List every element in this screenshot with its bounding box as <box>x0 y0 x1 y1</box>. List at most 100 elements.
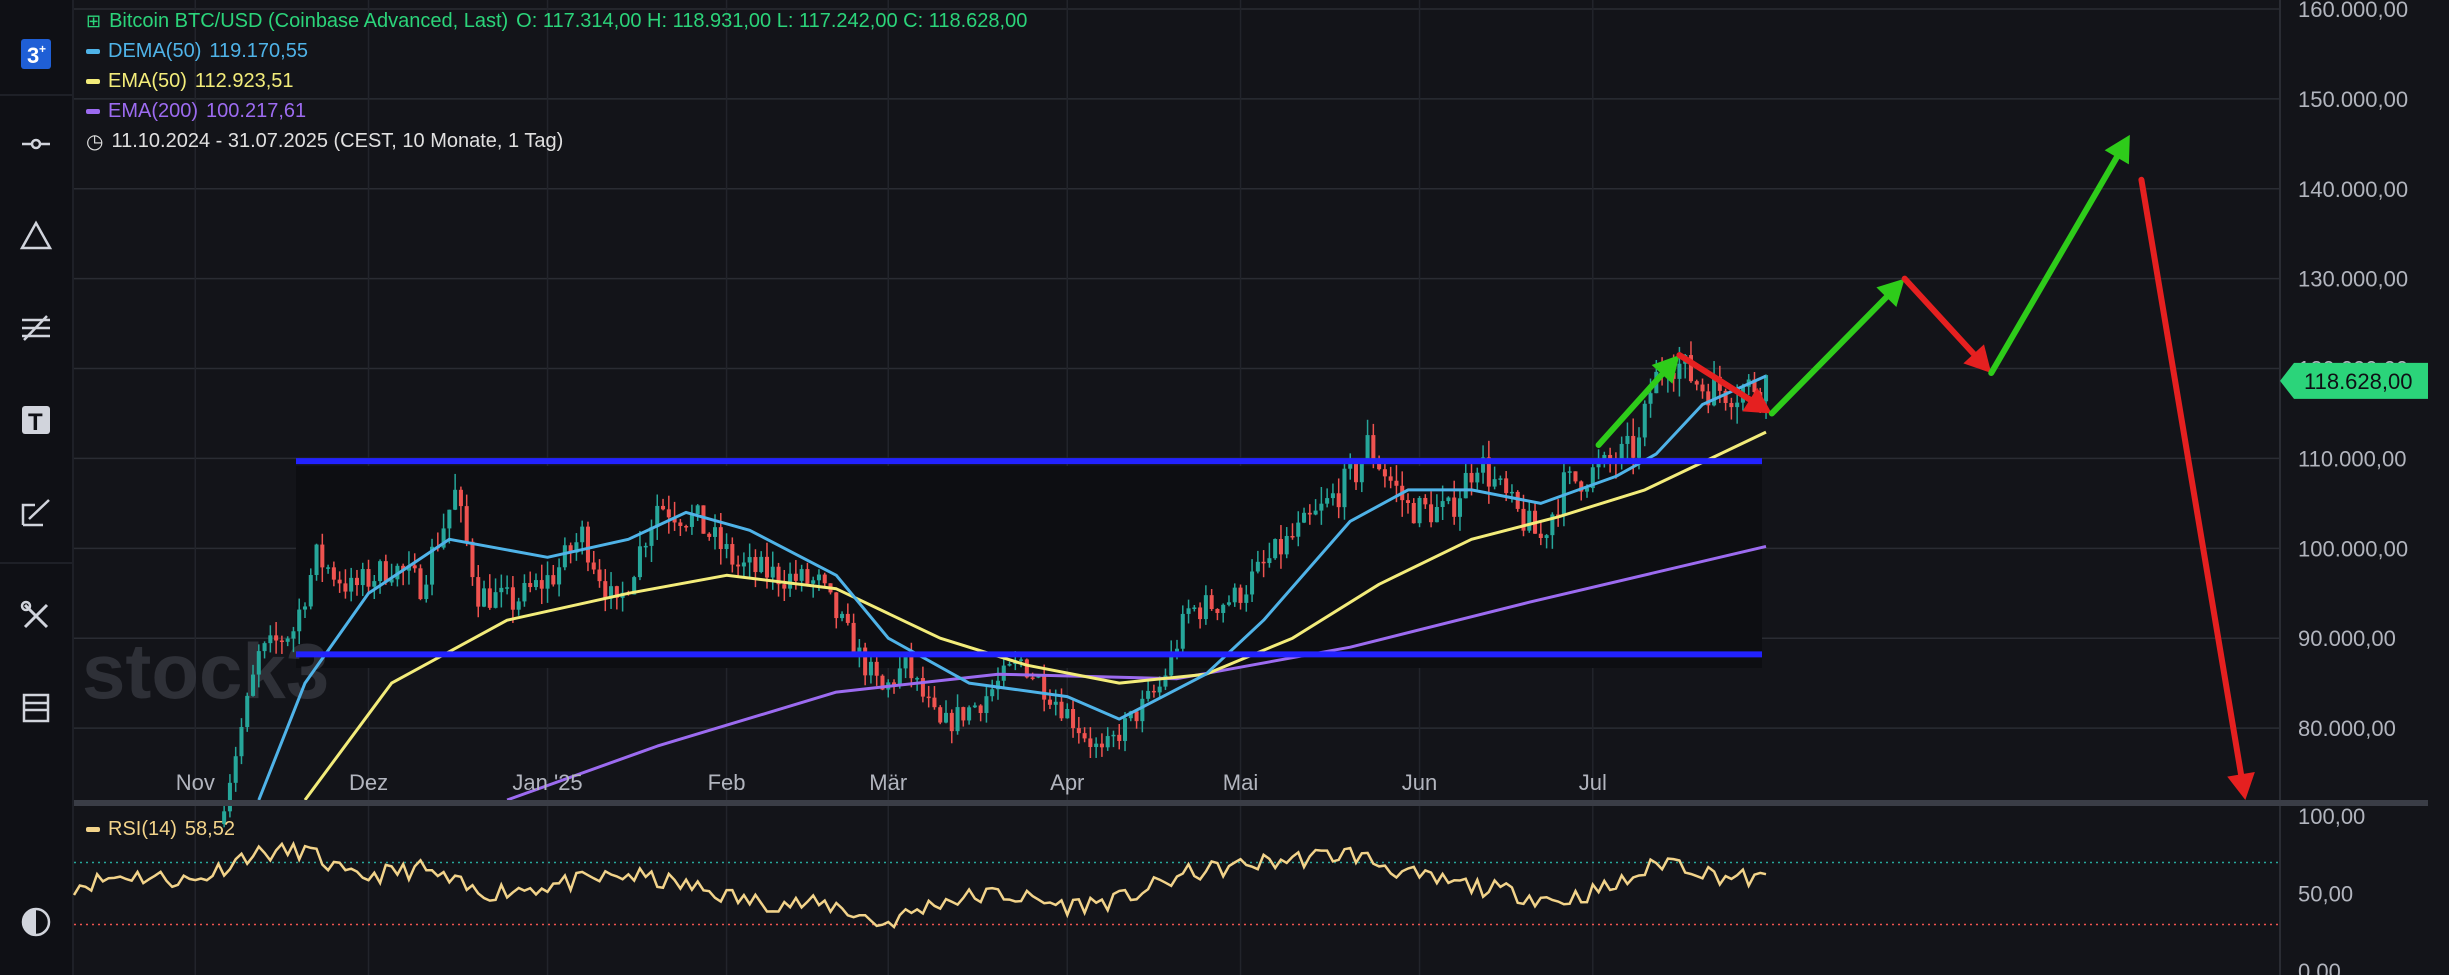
candle-body <box>1764 375 1769 402</box>
candle-body <box>441 528 446 548</box>
candle-body <box>1481 457 1486 473</box>
price-axis[interactable]: 80.000,0090.000,00100.000,00110.000,0012… <box>2279 0 2408 975</box>
month-tick-label: Nov <box>176 770 215 795</box>
candle-body <box>1446 497 1451 502</box>
candles <box>222 341 1769 828</box>
candle-body <box>418 568 423 600</box>
candle-body <box>1590 467 1595 489</box>
svg-text:T: T <box>28 409 43 436</box>
candle-body <box>1382 469 1387 477</box>
candle-body <box>880 675 885 690</box>
indicator-legend-ema200[interactable]: EMA(200) 100.217,61 <box>86 100 306 123</box>
rsi-legend[interactable]: RSI(14) 58,52 <box>86 818 235 841</box>
red-arrow-head <box>1963 344 1992 374</box>
candle-body <box>545 575 550 589</box>
ema200-swatch <box>86 109 100 114</box>
candle-body <box>1313 510 1318 515</box>
projection-arrows <box>1595 134 2255 800</box>
price-tick-label: 150.000,00 <box>2298 87 2408 112</box>
candle-body <box>972 705 977 708</box>
candle-body <box>453 489 458 510</box>
candle-body <box>741 562 746 567</box>
candle-body <box>227 782 232 812</box>
horizontal-line-icon <box>22 138 50 150</box>
candle-body <box>684 525 689 528</box>
indicator-legend-dema[interactable]: DEMA(50) 119.170,55 <box>86 40 308 63</box>
date-range: 11.10.2024 - 31.07.2025 (CEST, 10 Monate… <box>111 130 564 152</box>
rsi-pane: 100,00 50,00 0,00 <box>72 804 2365 975</box>
tools-button[interactable] <box>8 588 64 644</box>
candle-body <box>487 588 492 608</box>
objects-button[interactable] <box>8 680 64 736</box>
fib-tool[interactable] <box>8 300 64 356</box>
candle-body <box>730 544 735 565</box>
candle-body <box>672 517 677 523</box>
candle-body <box>747 557 752 563</box>
rsi-tick-label: 0,00 <box>2298 959 2341 975</box>
ema50-name: EMA(50) <box>108 70 187 92</box>
candle-body <box>1071 709 1076 729</box>
clock-icon: ◷ <box>86 131 104 153</box>
candle-body <box>1377 460 1382 470</box>
candle-body <box>401 565 406 571</box>
candle-body <box>718 527 723 550</box>
candle-body <box>1452 497 1457 517</box>
crosshair-tool[interactable] <box>8 116 64 172</box>
candle-body <box>655 505 660 528</box>
text-tool[interactable]: T <box>8 392 64 448</box>
candle-body <box>822 574 827 584</box>
candle-body <box>1174 648 1180 652</box>
candle-body <box>943 712 949 723</box>
candle-body <box>643 545 648 548</box>
candle-body <box>1163 675 1168 687</box>
candle-body <box>1290 536 1295 538</box>
candle-body <box>1544 535 1549 538</box>
candle-body <box>447 509 452 529</box>
candle-body <box>1584 488 1590 492</box>
candle-body <box>522 582 527 602</box>
symbol-legend[interactable]: ⊞ Bitcoin BTC/USD (Coinbase Advanced, La… <box>86 10 1027 33</box>
rsi-tick-label: 100,00 <box>2298 804 2365 829</box>
shape-tool[interactable] <box>8 208 64 264</box>
candle-body <box>1221 604 1226 614</box>
candle-body <box>580 526 585 543</box>
indicator-legend-ema50[interactable]: EMA(50) 112.923,51 <box>86 70 294 93</box>
pencil-icon <box>21 499 50 527</box>
current-price-label: 118.628,00 <box>2304 369 2412 394</box>
candle-body <box>840 613 845 619</box>
candle-body <box>1625 435 1630 444</box>
candle-body <box>458 489 463 507</box>
candle-body <box>1521 508 1526 531</box>
time-axis[interactable]: Nov Dez Jan '25 Feb Mär Apr Mai Jun Jul <box>176 770 1607 795</box>
candle-body <box>274 635 279 641</box>
logo-button[interactable]: 3 + <box>8 26 64 82</box>
candle-body <box>816 574 821 581</box>
candle-body <box>1284 536 1289 555</box>
dema50-line <box>257 374 1767 801</box>
candle-body <box>574 542 579 553</box>
candle-body <box>874 661 879 676</box>
price-tick-label: 80.000,00 <box>2298 716 2396 741</box>
candle-body <box>1267 558 1272 564</box>
green-projection-arrow <box>1988 154 2120 377</box>
triangle-icon <box>19 220 53 250</box>
candle-body <box>712 527 718 537</box>
candle-body <box>1082 733 1087 739</box>
candle-body <box>1123 718 1128 742</box>
candle-body <box>753 557 758 573</box>
candle-body <box>464 506 469 542</box>
candle-body <box>493 592 498 608</box>
annotation-tool[interactable] <box>8 484 64 540</box>
candle-body <box>222 811 227 825</box>
month-tick-label: Dez <box>349 770 388 795</box>
candle-body <box>1319 503 1324 511</box>
candle-body <box>383 561 388 583</box>
candle-body <box>1492 479 1497 487</box>
price-tick-label: 90.000,00 <box>2298 626 2396 651</box>
theme-toggle[interactable] <box>8 894 64 950</box>
candle-body <box>539 580 544 589</box>
candle-body <box>1019 659 1024 661</box>
candle-body <box>845 613 850 623</box>
